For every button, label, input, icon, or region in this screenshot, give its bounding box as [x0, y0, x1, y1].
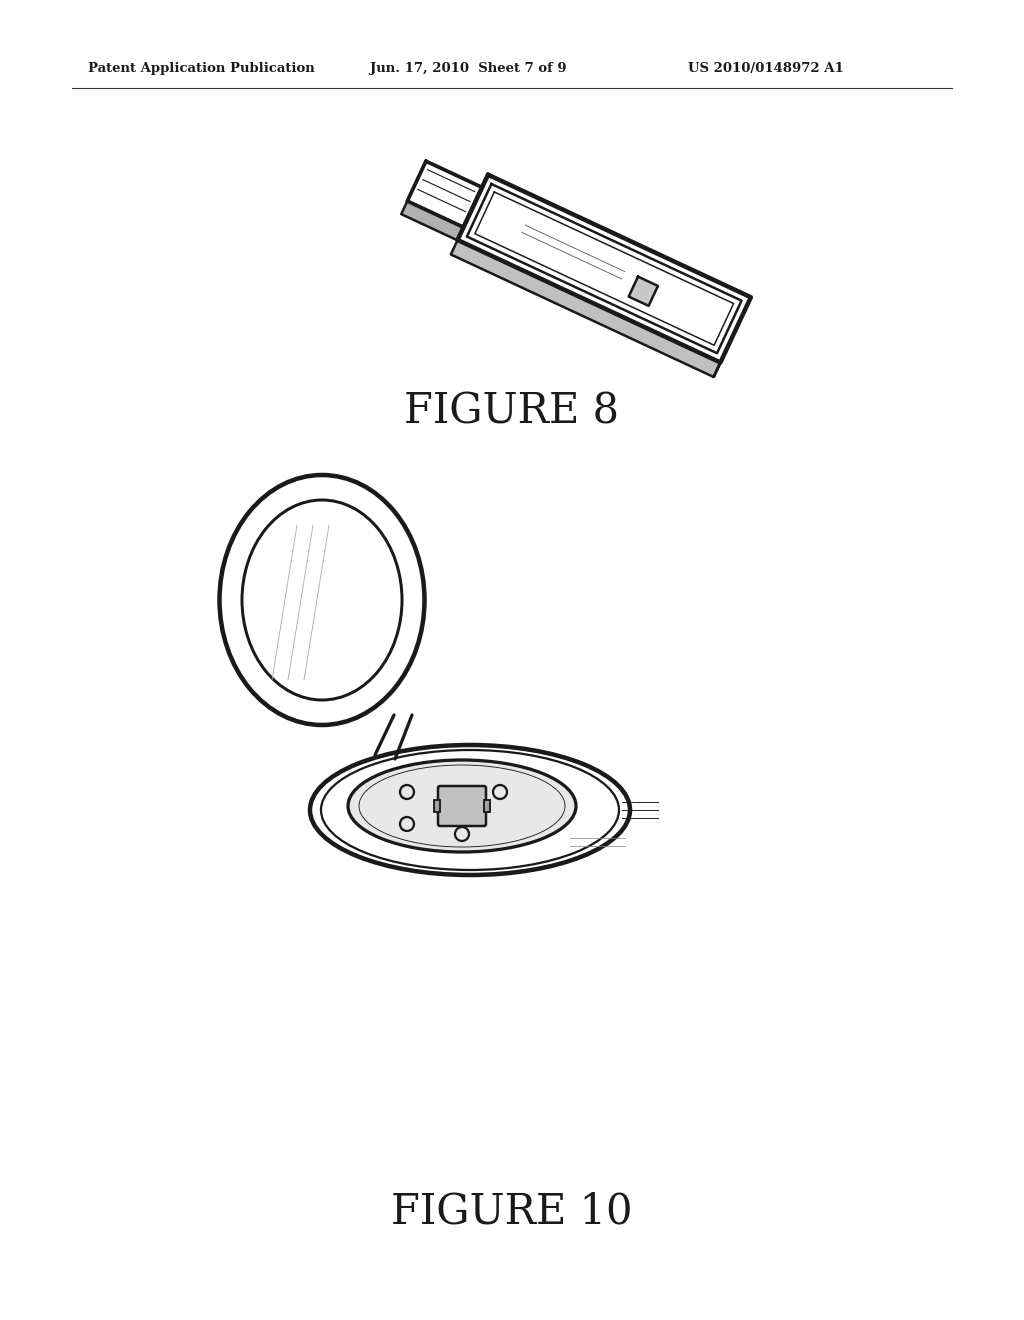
- Text: US 2010/0148972 A1: US 2010/0148972 A1: [688, 62, 844, 75]
- FancyBboxPatch shape: [438, 785, 486, 826]
- Ellipse shape: [242, 500, 402, 700]
- Polygon shape: [401, 201, 464, 240]
- Circle shape: [400, 817, 414, 832]
- Ellipse shape: [219, 475, 425, 725]
- Polygon shape: [458, 174, 751, 363]
- Ellipse shape: [305, 741, 635, 880]
- Polygon shape: [451, 240, 721, 378]
- Ellipse shape: [310, 744, 630, 875]
- Polygon shape: [408, 161, 482, 227]
- Polygon shape: [629, 277, 658, 306]
- Bar: [484, 800, 490, 812]
- Text: FIGURE 8: FIGURE 8: [404, 389, 620, 432]
- Text: Patent Application Publication: Patent Application Publication: [88, 62, 314, 75]
- Circle shape: [455, 828, 469, 841]
- Text: Jun. 17, 2010  Sheet 7 of 9: Jun. 17, 2010 Sheet 7 of 9: [370, 62, 566, 75]
- Circle shape: [400, 785, 414, 799]
- Ellipse shape: [216, 473, 427, 729]
- Circle shape: [493, 785, 507, 799]
- Ellipse shape: [348, 760, 575, 851]
- Polygon shape: [714, 297, 751, 378]
- Bar: [434, 800, 440, 812]
- Text: FIGURE 10: FIGURE 10: [391, 1191, 633, 1232]
